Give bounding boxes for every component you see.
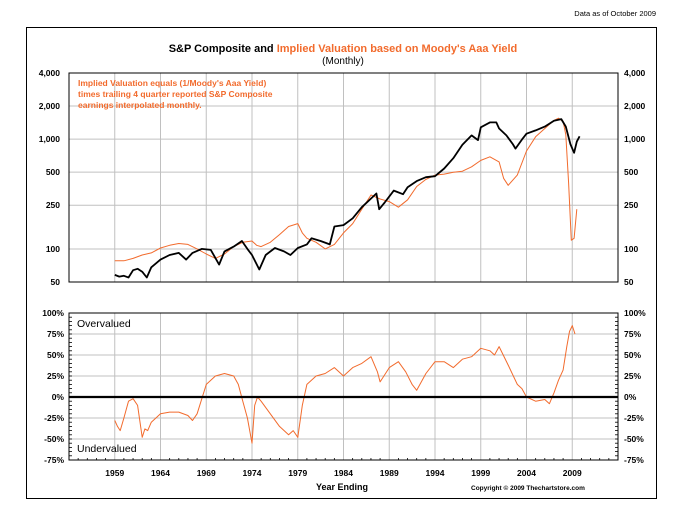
annotation-line: Implied Valuation equals (1/Moody's Aaa … [78,78,267,88]
lower-left-tick-label: 0% [52,392,65,402]
upper-left-tick-label: 4,000 [39,68,61,78]
x-tick-label: 1974 [243,468,262,478]
undervalued-label: Undervalued [77,443,137,455]
upper-right-tick-label: 100 [624,244,638,254]
upper-left-tick-label: 1,000 [39,134,61,144]
chart-frame [26,27,657,499]
x-tick-label: 1964 [151,468,170,478]
sp-composite-line [114,118,581,279]
lower-right-tick-label: 50% [624,350,641,360]
x-tick-label: 1984 [334,468,353,478]
upper-right-tick-label: 250 [624,200,638,210]
lower-left-tick-label: 50% [47,350,64,360]
lower-right-tick-label: 25% [624,371,641,381]
lower-left-tick-label: -75% [44,455,64,465]
title-sp: S&P Composite and [168,43,277,55]
lower-right-tick-label: 100% [624,308,646,318]
lower-right-tick-label: -25% [624,413,644,423]
lower-right-tick-label: 75% [624,329,641,339]
upper-right-tick-label: 2,000 [624,101,646,111]
lower-right-tick-label: -75% [624,455,644,465]
annotation-note: Implied Valuation equals (1/Moody's Aaa … [78,78,272,111]
implied-valuation-line [114,117,578,262]
upper-series [114,117,581,279]
x-tick-label: 1969 [197,468,216,478]
x-tick-label: 1989 [380,468,399,478]
lower-series [114,325,576,444]
upper-plot-border [68,72,619,283]
x-tick-label: 1959 [105,468,124,478]
lower-right-tick-label: -50% [624,434,644,444]
upper-right-tick-label: 1,000 [624,134,646,144]
upper-left-tick-label: 500 [46,167,60,177]
x-tick-label: 2009 [563,468,582,478]
upper-left-tick-label: 50 [51,277,61,287]
lower-gridlines [69,313,618,460]
lower-left-tick-label: 75% [47,329,64,339]
x-tick-label: 1999 [471,468,490,478]
x-tick-label: 1994 [426,468,445,478]
tick-labels: 50 50 100 100 250 250 500 500 1,000 1,000 2,000 2,0… [39,68,646,478]
title-implied: Implied Valuation based on Moody's Aaa Y… [276,43,518,55]
overvalued-label: Overvalued [77,318,131,330]
lower-left-tick-label: 100% [42,308,64,318]
upper-right-tick-label: 500 [624,167,638,177]
valuation-deviation-line [114,325,576,444]
lower-plot-border [68,312,619,461]
copyright-label: Copyright © 2009 Thechartstore.com [471,485,585,492]
upper-left-tick-label: 2,000 [39,101,61,111]
x-axis-title: Year Ending [316,482,369,492]
upper-left-tick-label: 100 [46,244,60,254]
lower-left-tick-label: 25% [47,371,64,381]
annotation-line: times trailing 4 quarter reported S&P Co… [78,89,273,99]
x-tick-label: 1979 [288,468,307,478]
x-tick-label: 2004 [517,468,536,478]
upper-left-tick-label: 250 [46,200,60,210]
lower-left-tick-label: -50% [44,434,64,444]
lower-left-tick-label: -25% [44,413,64,423]
lower-right-tick-label: 0% [624,392,637,402]
annotation-line: earnings interpolated monthly. [78,100,202,110]
upper-right-tick-label: 4,000 [624,68,646,78]
axes [68,72,619,461]
upper-right-tick-label: 50 [624,277,634,287]
data-as-of-label: Data as of October 2009 [574,9,656,18]
chart-subtitle: (Monthly) [322,56,364,67]
chart-title: S&P Composite and Implied Valuation base… [0,43,686,55]
